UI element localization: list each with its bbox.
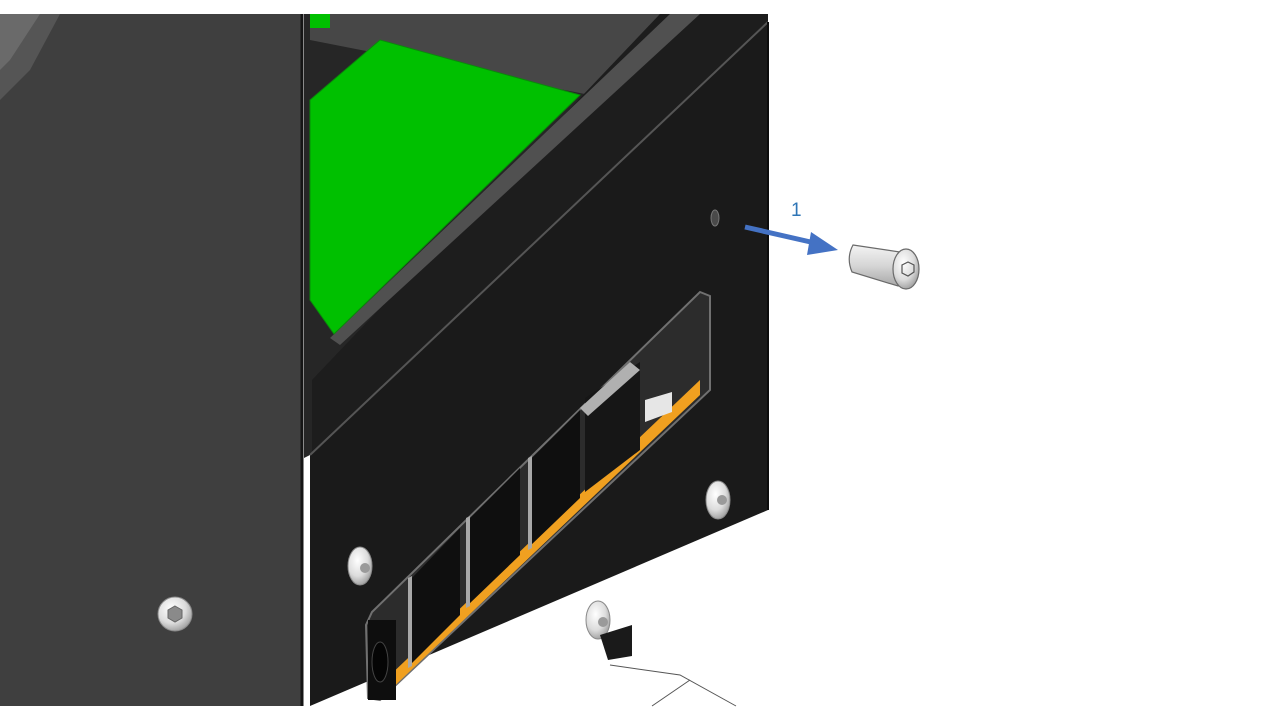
front-cutout	[364, 290, 711, 702]
front-screw-left	[347, 546, 373, 586]
removal-arrow-icon	[744, 224, 838, 255]
screw-hole	[710, 209, 720, 227]
green-pcb	[309, 39, 581, 335]
left-side-panel	[0, 14, 304, 706]
panel-screw-left	[157, 596, 193, 632]
front-panel	[309, 21, 769, 706]
front-screw-bottom	[585, 600, 611, 640]
internal-cards	[408, 362, 672, 668]
front-screw-upper-right	[705, 480, 731, 520]
barrel-connector	[368, 620, 396, 700]
step-number-label: 1	[791, 200, 802, 221]
base-bracket	[600, 625, 737, 707]
button-head-screw-icon	[848, 244, 920, 290]
